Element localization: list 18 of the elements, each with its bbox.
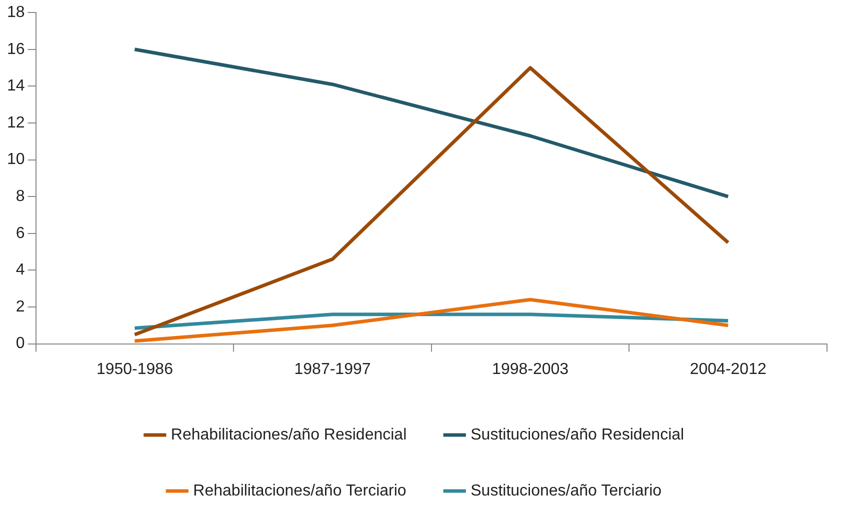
y-tick-label: 18 xyxy=(7,4,25,22)
x-tick-label: 1987-1997 xyxy=(294,360,371,378)
y-tick-label: 6 xyxy=(16,224,25,242)
x-tick-label: 1998-2003 xyxy=(492,360,569,378)
legend-label: Sustituciones/año Residencial xyxy=(470,426,684,444)
y-tick-label: 4 xyxy=(16,262,25,279)
y-tick-label: 10 xyxy=(7,151,25,168)
y-tick-label: 0 xyxy=(16,335,25,352)
y-tick-label: 12 xyxy=(7,114,25,132)
legend-label: Rehabilitaciones/año Terciario xyxy=(193,482,406,500)
y-tick-label: 8 xyxy=(16,188,25,206)
y-tick-label: 16 xyxy=(7,40,25,58)
y-tick-label: 2 xyxy=(16,298,25,316)
x-tick-label: 2004-2012 xyxy=(690,360,766,378)
x-tick-label: 1950-1986 xyxy=(96,360,174,378)
y-tick-label: 14 xyxy=(7,78,25,95)
legend-label: Sustituciones/año Terciario xyxy=(470,482,662,500)
legend-label: Rehabilitaciones/año Residencial xyxy=(170,426,407,444)
